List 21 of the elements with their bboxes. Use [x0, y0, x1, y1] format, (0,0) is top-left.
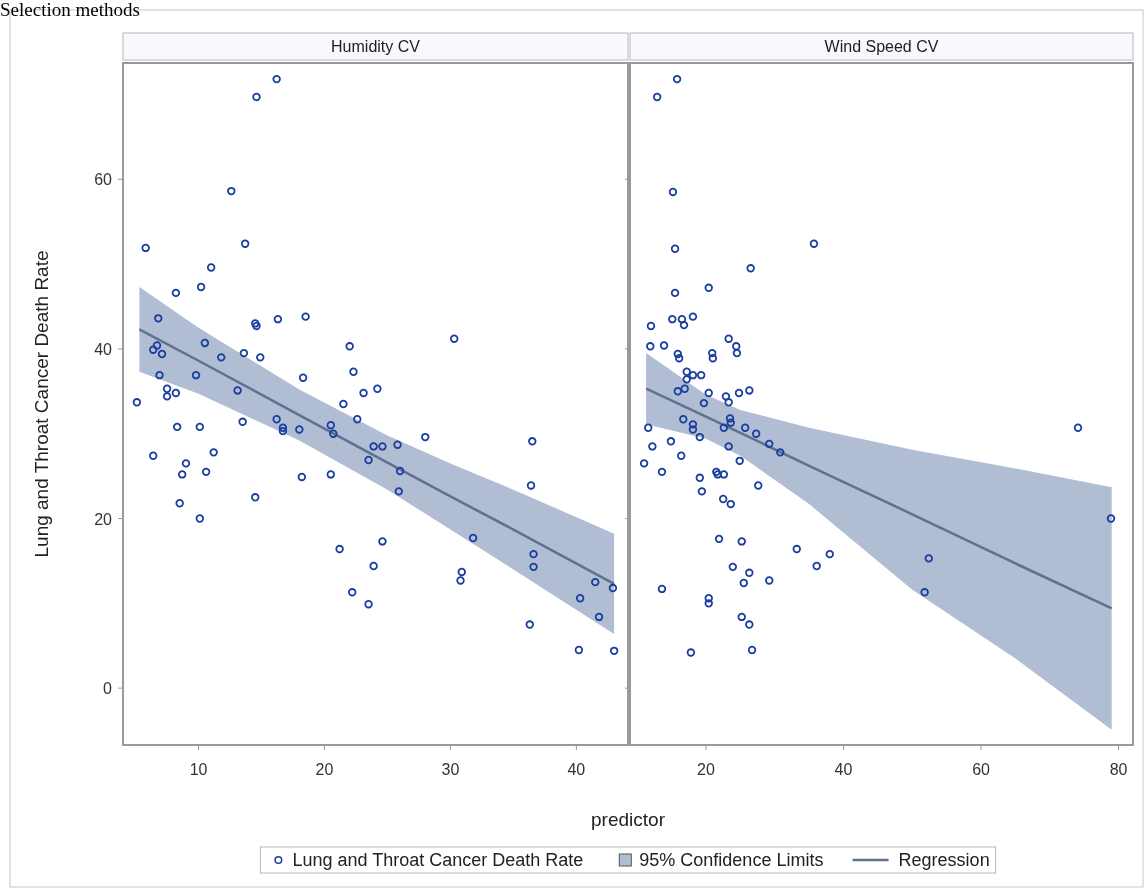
line-series	[138, 328, 616, 586]
y-tick-label: 60	[94, 171, 113, 189]
text: 95% Confidence Limits	[639, 850, 824, 870]
x-tick-label: 10	[189, 761, 208, 778]
x-axis-title: predictor	[591, 809, 666, 830]
legend-label: Lung and Throat Cancer Death Rate	[292, 850, 584, 870]
y-tick-label: 40	[94, 340, 113, 358]
x-tick-label: 40	[567, 761, 586, 778]
chart-title: Wind Speed CV	[824, 38, 939, 55]
y-tick-label: 20	[94, 510, 113, 528]
y-tick-label: 0	[103, 680, 113, 698]
y-axis-title: Lung and Throat Cancer Death Rate	[31, 250, 52, 558]
text: Selection methods	[0, 0, 140, 20]
legend-label: Regression	[898, 850, 990, 870]
x-tick-label: 40	[834, 761, 853, 778]
x-tick-label: 30	[441, 761, 460, 778]
x-tick-label: 20	[315, 761, 334, 778]
x-tick-label: 80	[1109, 761, 1128, 778]
chart-title: Humidity CV	[331, 38, 421, 55]
x-tick-label: 20	[697, 761, 715, 778]
x-tick-label: 60	[972, 761, 991, 778]
